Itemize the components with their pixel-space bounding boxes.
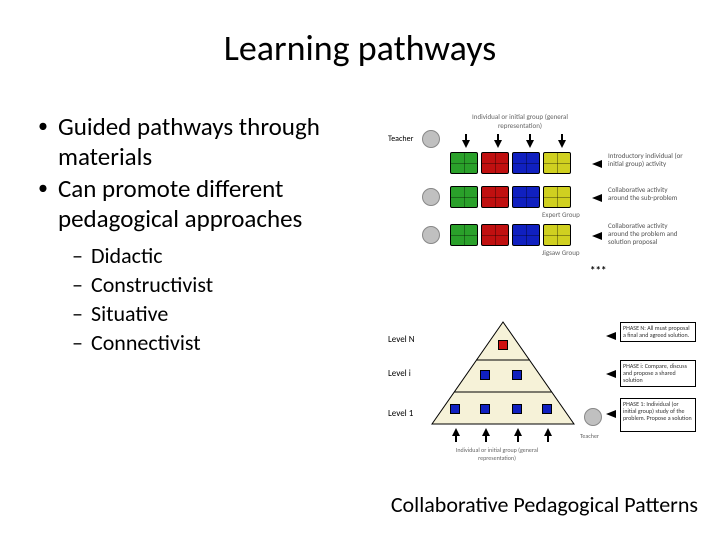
sub-marker: – — [72, 329, 83, 356]
arrow-left-icon — [592, 160, 602, 168]
blue-square-icon — [480, 370, 490, 380]
sub-marker: – — [72, 271, 83, 298]
bullet-marker: • — [38, 112, 48, 140]
level-label: Level i — [388, 368, 411, 379]
puzzle-piece — [512, 186, 540, 208]
phase-box: PHASE N: All must proposal a final and a… — [620, 322, 696, 342]
level-label: Level N — [388, 334, 415, 345]
sub-item: – Constructivist — [72, 271, 378, 299]
circle-icon — [422, 188, 440, 206]
puzzle-piece — [481, 186, 509, 208]
pyramid-icon — [406, 316, 606, 436]
puzzle-piece — [450, 186, 478, 208]
phase-text: PHASE N: All must proposal a final and a… — [623, 324, 690, 339]
arrow-down-icon — [526, 140, 534, 148]
puzzle-piece — [543, 224, 571, 246]
arrow-down-icon — [494, 140, 502, 148]
sub-list: – Didactic – Constructivist – Situative … — [72, 242, 378, 357]
puzzle-piece — [481, 152, 509, 174]
annotation-text: Collaborative activity around the sub-pr… — [608, 186, 686, 202]
annotation-text: Collaborative activity around the proble… — [608, 222, 686, 246]
sub-item: – Situative — [72, 300, 378, 328]
bullet-text: Can promote different pedagogical approa… — [58, 174, 378, 234]
arrow-left-icon — [606, 410, 616, 418]
arrow-left-icon — [592, 232, 602, 240]
content-column: • Guided pathways through materials • Ca… — [38, 112, 378, 358]
circle-icon — [422, 226, 440, 244]
blue-square-icon — [450, 404, 460, 414]
sub-text: Didactic — [91, 242, 163, 270]
slide: Learning pathways • Guided pathways thro… — [0, 0, 720, 540]
circle-icon — [422, 130, 440, 148]
puzzle-row — [450, 224, 571, 246]
blue-square-icon — [512, 404, 522, 414]
blue-square-icon — [512, 370, 522, 380]
phase-box: PHASE 1: Individual (or initial group) s… — [620, 398, 696, 432]
phase-text: PHASE i: Compare, discuss and propose a … — [623, 362, 687, 384]
puzzle-row — [450, 186, 571, 208]
sub-text: Situative — [91, 300, 168, 328]
phase-box: PHASE i: Compare, discuss and propose a … — [620, 360, 696, 387]
arrow-up-icon — [482, 428, 490, 436]
sub-text: Connectivist — [91, 329, 201, 357]
level-label: Level 1 — [388, 408, 413, 419]
arrow-left-icon — [606, 370, 616, 378]
arrow-up-icon — [544, 428, 552, 436]
bullet-marker: • — [38, 174, 48, 202]
phase-text: PHASE 1: Individual (or initial group) s… — [623, 400, 692, 422]
sub-marker: – — [72, 300, 83, 327]
caption-text: Individual or initial group (general rep… — [460, 112, 580, 130]
jigsaw-diagram: Teacher Individual or initial group (gen… — [388, 112, 702, 296]
puzzle-piece — [512, 152, 540, 174]
expert-group-label: Expert Group — [542, 210, 580, 219]
teacher-label: Teacher — [580, 432, 599, 440]
teacher-label: Teacher — [388, 134, 413, 144]
red-square-icon — [498, 340, 508, 350]
arrow-left-icon — [606, 332, 616, 340]
pyramid-diagram: Level N Level i Level 1 Individual or in… — [388, 316, 702, 466]
bullet-text: Guided pathways through materials — [58, 112, 378, 172]
circle-icon — [584, 408, 602, 426]
bullet-item: • Can promote different pedagogical appr… — [38, 174, 378, 234]
puzzle-piece — [512, 224, 540, 246]
arrow-up-icon — [514, 428, 522, 436]
sub-marker: – — [72, 242, 83, 269]
arrow-up-icon — [452, 428, 460, 436]
arrow-left-icon — [592, 194, 602, 202]
sub-text: Constructivist — [91, 271, 213, 299]
sub-item: – Didactic — [72, 242, 378, 270]
jigsaw-group-label: Jigsaw Group — [542, 248, 580, 257]
puzzle-row — [450, 152, 571, 174]
slide-title: Learning pathways — [0, 26, 720, 70]
sub-item: – Connectivist — [72, 329, 378, 357]
annotation-text: Introductory individual (or initial grou… — [608, 152, 686, 168]
caption-text: Individual or initial group (general rep… — [442, 446, 552, 462]
puzzle-piece — [481, 224, 509, 246]
puzzle-piece — [543, 152, 571, 174]
blue-square-icon — [542, 404, 552, 414]
puzzle-piece — [450, 152, 478, 174]
bullet-item: • Guided pathways through materials — [38, 112, 378, 172]
blue-square-icon — [480, 404, 490, 414]
stars-text: *** — [590, 264, 606, 277]
puzzle-piece — [450, 224, 478, 246]
footer-text: Collaborative Pedagogical Patterns — [391, 491, 698, 518]
arrow-down-icon — [558, 140, 566, 148]
arrow-down-icon — [462, 140, 470, 148]
puzzle-piece — [543, 186, 571, 208]
